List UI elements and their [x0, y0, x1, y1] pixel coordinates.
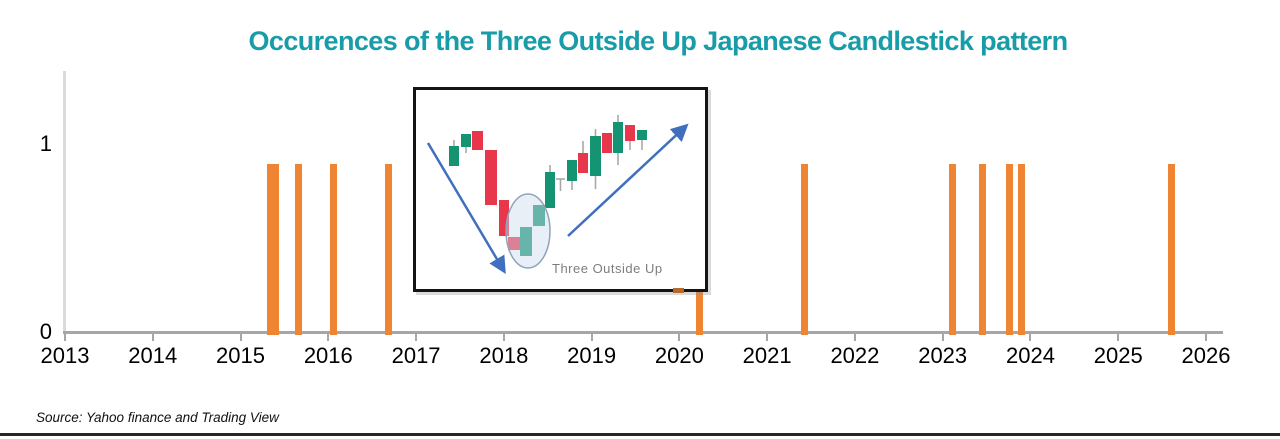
bullish-candle: [449, 146, 459, 166]
x-tick: [1205, 334, 1207, 341]
occurrence-bar: [978, 163, 986, 335]
occurrence-bar: [294, 163, 302, 335]
bearish-candle: [485, 150, 497, 205]
x-tick: [239, 334, 242, 341]
source-note: Source: Yahoo finance and Trading View: [36, 410, 279, 425]
x-tick-label: 2017: [391, 343, 441, 368]
y-tick-label: 1: [39, 131, 52, 156]
x-tick: [151, 334, 154, 341]
x-tick: [1117, 334, 1120, 341]
bearish-candle: [508, 237, 520, 250]
bullish-candle: [613, 122, 623, 153]
bullish-candle: [637, 130, 647, 140]
occurrence-bar: [330, 163, 338, 335]
y-axis-line: [63, 71, 66, 334]
x-tick-label: 2025: [1093, 343, 1143, 368]
occurrence-bar: [1168, 163, 1176, 335]
bullish-candle: [567, 160, 577, 181]
x-tick-label: 2021: [742, 343, 792, 368]
x-tick: [678, 334, 681, 341]
inset-candlestick-illustration: Three Outside Up: [413, 87, 708, 292]
pattern-highlight-ellipse: [505, 193, 551, 269]
x-tick-label: 2015: [216, 343, 265, 368]
trend-arrow: [567, 123, 689, 237]
bullish-candle: [533, 205, 545, 226]
x-tick: [853, 334, 856, 341]
occurrence-bar: [800, 163, 808, 335]
x-tick: [941, 334, 944, 341]
y-tick-label: 0: [39, 319, 52, 344]
x-tick: [502, 334, 505, 341]
bottom-border: [0, 433, 1280, 436]
bearish-candle: [499, 200, 509, 236]
x-tick-label: 2023: [918, 343, 968, 368]
bullish-candle: [590, 136, 601, 176]
x-axis-line: [63, 331, 1223, 334]
trend-arrow: [426, 142, 506, 275]
candlestick-diagram: [426, 115, 689, 275]
x-tick-label: 2019: [567, 343, 617, 368]
occurrence-bar: [1018, 163, 1026, 335]
x-tick: [590, 334, 593, 341]
bar-fragment: [673, 288, 684, 293]
chart-title: Occurences of the Three Outside Up Japan…: [248, 26, 1069, 56]
bullish-candle: [545, 172, 555, 208]
bearish-candle: [625, 125, 635, 141]
occurrence-bar: [1005, 163, 1013, 335]
x-tick-label: 2022: [830, 343, 880, 368]
x-tick-label: 2016: [303, 343, 353, 368]
bullish-candle: [520, 227, 532, 256]
x-tick: [766, 334, 769, 341]
x-tick: [415, 334, 418, 341]
occurrence-bar: [948, 163, 956, 335]
x-tick: [1029, 334, 1032, 341]
bullish-candle: [461, 134, 471, 147]
x-tick-label: 2020: [654, 343, 704, 368]
bearish-candle: [578, 153, 588, 173]
x-tick-label: 2018: [479, 343, 529, 368]
bearish-candle: [602, 133, 612, 153]
x-tick-label: 2024: [1005, 343, 1055, 368]
occurrence-bar: [272, 163, 280, 335]
bearish-candle: [472, 131, 483, 150]
x-tick-label: 2026: [1181, 343, 1231, 368]
occurrence-bar: [266, 163, 274, 335]
x-tick-label: 2013: [40, 343, 90, 368]
inset-caption: Three Outside Up: [552, 261, 663, 276]
occurrence-bar: [385, 163, 393, 335]
x-tick: [64, 334, 66, 341]
x-tick-label: 2014: [128, 343, 178, 368]
x-tick: [327, 334, 330, 341]
